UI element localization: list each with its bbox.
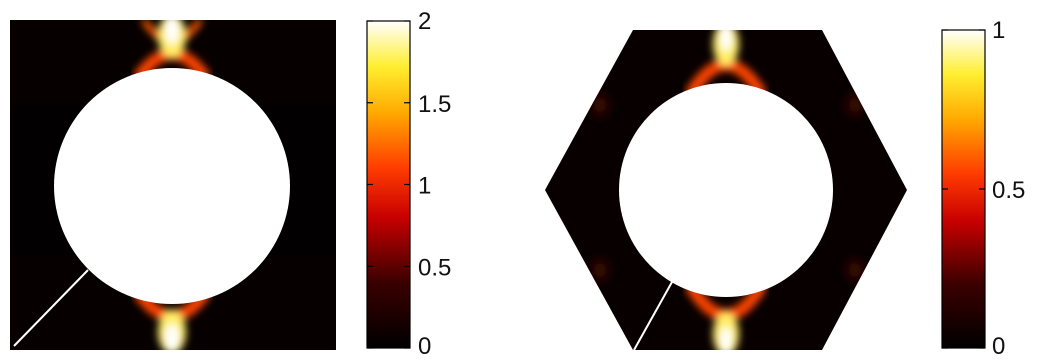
crack-line <box>13 269 89 347</box>
colorbar-2: 10.50 <box>941 17 1025 360</box>
stress-concentration-top-hex <box>684 30 768 99</box>
colorbar-1-tick-label: 1.5 <box>418 91 451 118</box>
panel-hexagon: 10.50 <box>545 17 1025 360</box>
colorbar-1-tick-label: 0.5 <box>418 254 451 281</box>
colorbar-1-tick-label: 0 <box>418 333 431 360</box>
colorbar-2-tick-label: 0 <box>992 333 1005 360</box>
stress-concentration-bottom-hex <box>684 281 768 350</box>
circular-hole-hex <box>619 83 833 297</box>
crack-line-hex <box>633 281 673 350</box>
circular-hole <box>54 68 290 304</box>
colorbar-2-gradient <box>941 29 986 349</box>
colorbar-1-gradient <box>366 20 411 349</box>
colorbar-1-tick-label: 1 <box>418 173 431 200</box>
panel-square: 2 1.5 1 0.5 0 <box>10 8 451 360</box>
colorbar-2-tick-label: 0.5 <box>992 177 1025 204</box>
colorbar-1-tick-label: 2 <box>418 8 431 35</box>
colorbar-2-tick-label: 1 <box>992 17 1005 44</box>
stress-concentration-top <box>133 20 211 82</box>
stress-concentration-bottom <box>133 288 211 350</box>
colorbar-1: 2 1.5 1 0.5 0 <box>366 8 451 360</box>
